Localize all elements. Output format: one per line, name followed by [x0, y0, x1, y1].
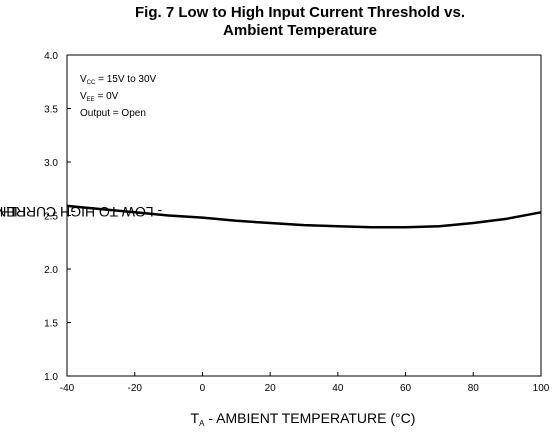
- y-tick-label: 1.0: [44, 372, 58, 383]
- y-tick-label: 4.0: [44, 51, 58, 62]
- chart-title-line-2: Ambient Temperature: [223, 22, 377, 39]
- y-tick-label: 3.0: [44, 158, 58, 169]
- y-tick-label: 2.5: [44, 212, 58, 223]
- x-tick-label: 0: [200, 383, 206, 394]
- y-tick-label: 3.5: [44, 105, 58, 116]
- annotation-vcc: VCC = 15V to 30V: [80, 74, 157, 86]
- chart-title-line-1: Fig. 7 Low to High Input Current Thresho…: [135, 4, 465, 21]
- x-axis-label: TA - AMBIENT TEMPERATURE (°C): [190, 410, 416, 428]
- x-tick-label: -20: [127, 383, 142, 394]
- annotation-vee: VEE = 0V: [80, 91, 119, 103]
- x-tick-label: 20: [265, 383, 277, 394]
- data-series-line: [66, 204, 542, 229]
- y-tick-label: 1.5: [44, 319, 58, 330]
- annotation-output: Output = Open: [80, 108, 146, 119]
- x-tick-label: 100: [533, 383, 550, 394]
- x-tick-label: 60: [400, 383, 412, 394]
- chart-title: Fig. 7 Low to High Input Current Thresho…: [60, 4, 540, 40]
- y-tick-label: 2.0: [44, 265, 58, 276]
- x-tick-label: -40: [60, 383, 75, 394]
- x-tick-label: 80: [468, 383, 480, 394]
- x-tick-label: 40: [332, 383, 344, 394]
- conditions-annotation: VCC = 15V to 30V VEE = 0V Output = Open: [80, 73, 156, 120]
